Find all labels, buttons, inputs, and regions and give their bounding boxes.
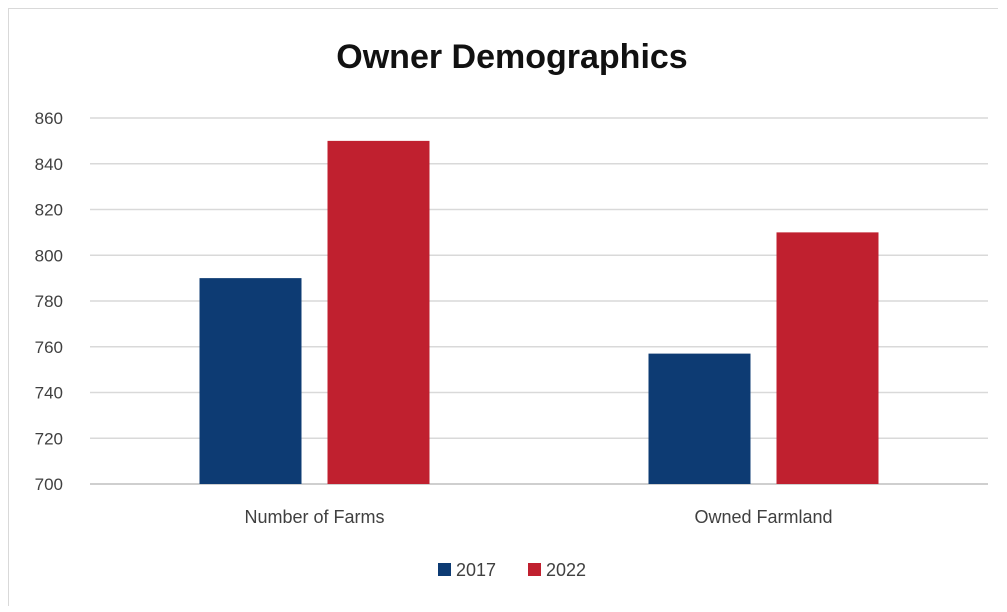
bar-2022-0 — [327, 140, 430, 484]
y-tick-label: 700 — [35, 475, 63, 494]
bar-2017-1 — [648, 353, 751, 484]
y-tick-label: 800 — [35, 246, 63, 265]
bar-2017-0 — [199, 278, 302, 484]
legend-swatch — [438, 563, 451, 576]
chart-title: Owner Demographics — [336, 38, 687, 76]
y-tick-label: 740 — [35, 384, 63, 403]
legend-label: 2022 — [546, 560, 586, 580]
x-axis-categories: Number of Farms Owned Farmland — [244, 507, 832, 527]
y-tick-label: 760 — [35, 338, 63, 357]
y-tick-label: 720 — [35, 429, 63, 448]
legend: 2017 2022 — [438, 560, 586, 580]
y-tick-label: 860 — [35, 109, 63, 128]
x-category-label: Owned Farmland — [694, 507, 832, 527]
bar-2022-1 — [776, 232, 879, 484]
y-axis-ticks: 700 720 740 760 780 800 820 840 860 — [35, 109, 63, 494]
x-category-label: Number of Farms — [244, 507, 384, 527]
y-tick-label: 780 — [35, 292, 63, 311]
y-tick-label: 840 — [35, 155, 63, 174]
legend-label: 2017 — [456, 560, 496, 580]
legend-swatch — [528, 563, 541, 576]
chart-frame — [8, 8, 998, 606]
y-tick-label: 820 — [35, 201, 63, 220]
bars — [199, 140, 879, 484]
